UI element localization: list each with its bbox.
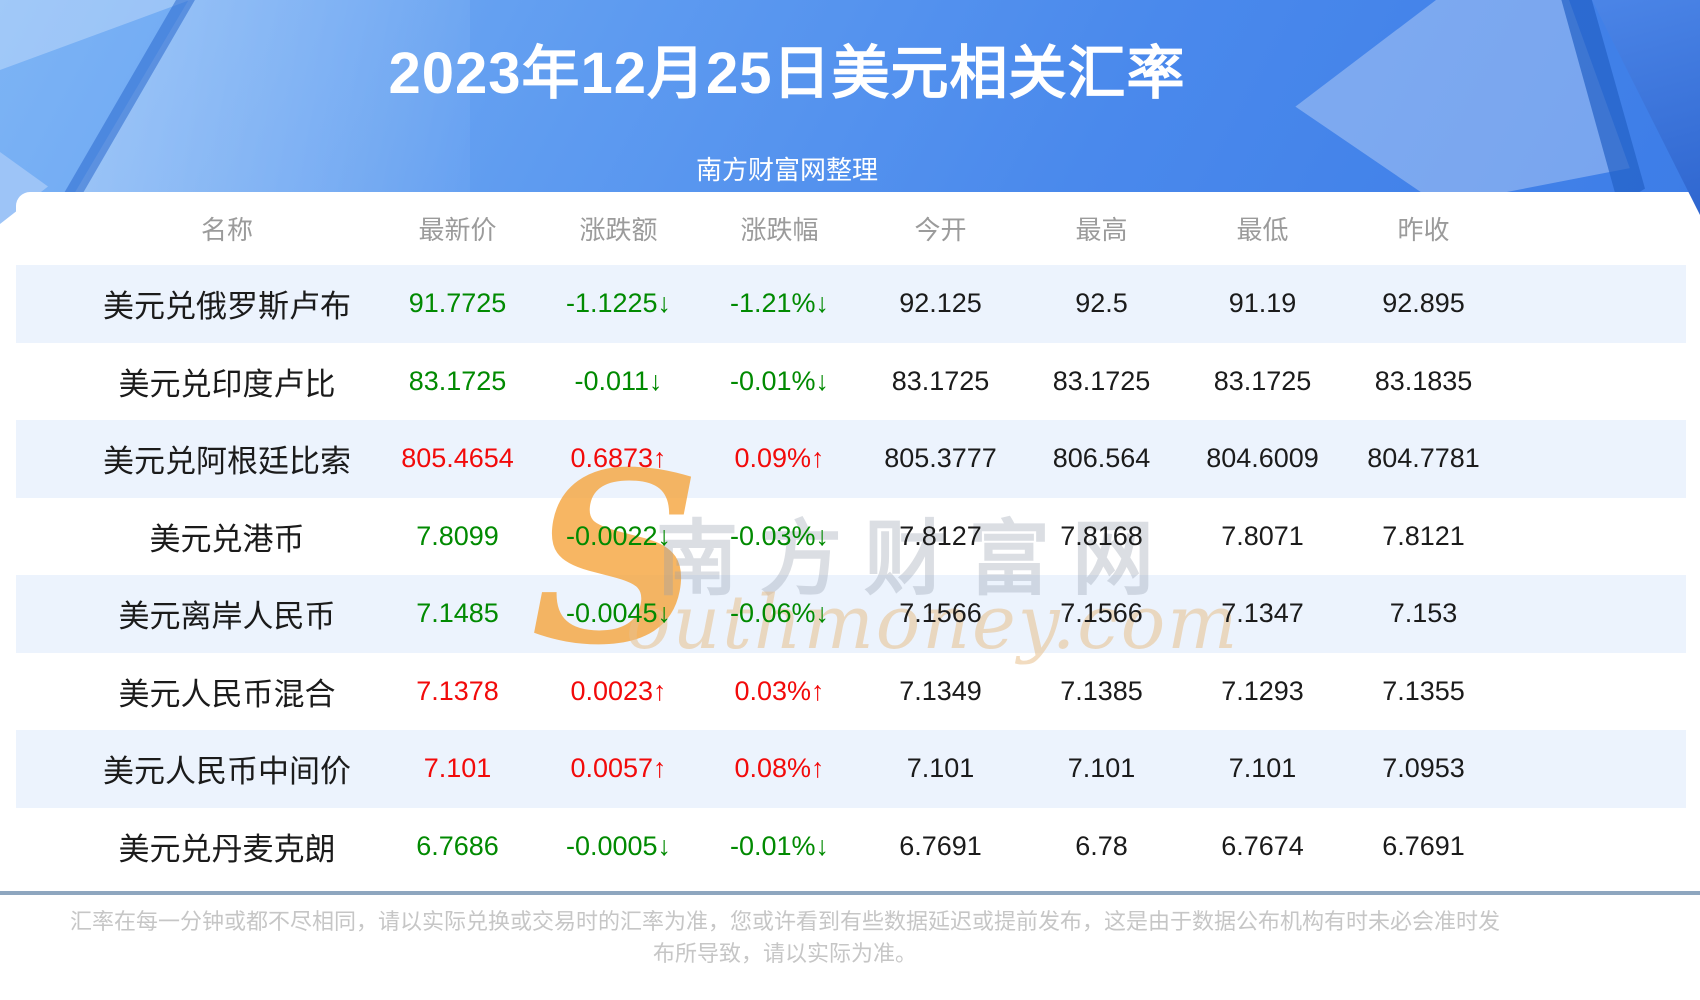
- row-low: 83.1725: [1213, 365, 1312, 396]
- column-header-change-percent: 涨跌幅: [740, 215, 819, 245]
- table-body: 美元兑俄罗斯卢布 91.7725 -1.1225↓ -1.21%↓ 92.125…: [16, 265, 1686, 885]
- row-last-price: 7.1485: [416, 598, 499, 629]
- row-change-percent: -1.21%↓: [729, 288, 830, 319]
- row-prev-close: 804.7781: [1367, 443, 1480, 474]
- row-change-percent: -0.01%↓: [729, 830, 830, 861]
- row-change-amount: 0.6873↑: [570, 443, 667, 474]
- row-change-percent: -0.03%↓: [729, 520, 830, 551]
- row-pair-name: 美元人民币混合: [118, 676, 336, 712]
- row-change-percent: 0.08%↑: [734, 753, 825, 784]
- footer: 汇率在每一分钟或都不尽相同，请以实际兑换或交易时的汇率为准，您或许看到有些数据延…: [0, 906, 1635, 970]
- row-change-percent: 0.09%↑: [734, 443, 825, 474]
- page-subtitle: 南方财富网整理: [695, 155, 878, 185]
- row-high: 7.1385: [1060, 675, 1143, 706]
- row-open: 83.1725: [891, 365, 990, 396]
- footer-disclaimer: 汇率在每一分钟或都不尽相同，请以实际兑换或交易时的汇率为准，您或许看到有些数据延…: [69, 909, 1500, 966]
- row-pair-name: 美元离岸人民币: [118, 599, 336, 635]
- row-open: 7.8127: [899, 520, 982, 551]
- row-low: 7.8071: [1221, 520, 1304, 551]
- row-change-amount: -0.0045↓: [565, 598, 672, 629]
- table-header-row: 名称 最新价 涨跌额 涨跌幅 今开 最高 最低 昨收: [16, 192, 1686, 265]
- rates-table-card: S 南方财富网 outhmoney.com 名称 最新价 涨跌额 涨跌幅 今开 …: [16, 192, 1686, 885]
- row-change-percent: -0.01%↓: [729, 365, 830, 396]
- row-last-price: 7.101: [423, 753, 492, 784]
- row-prev-close: 6.7691: [1382, 830, 1465, 861]
- row-low: 7.101: [1228, 753, 1297, 784]
- row-low: 804.6009: [1206, 443, 1319, 474]
- row-prev-close: 92.895: [1382, 288, 1465, 319]
- row-open: 7.101: [906, 753, 975, 784]
- row-last-price: 6.7686: [416, 830, 499, 861]
- row-high: 6.78: [1075, 830, 1128, 861]
- row-low: 7.1347: [1221, 598, 1304, 629]
- column-header-last-price: 最新价: [418, 215, 497, 245]
- column-header-change-amount: 涨跌额: [579, 215, 658, 245]
- table-row: 美元兑俄罗斯卢布 91.7725 -1.1225↓ -1.21%↓ 92.125…: [16, 265, 1686, 343]
- row-high: 7.101: [1067, 753, 1136, 784]
- row-high: 7.8168: [1060, 520, 1143, 551]
- row-change-amount: -0.0005↓: [565, 830, 672, 861]
- row-change-percent: -0.06%↓: [729, 598, 830, 629]
- row-last-price: 7.1378: [416, 675, 499, 706]
- row-open: 7.1566: [899, 598, 982, 629]
- row-high: 92.5: [1075, 288, 1128, 319]
- column-header-low: 最低: [1236, 215, 1289, 245]
- row-low: 7.1293: [1221, 675, 1304, 706]
- row-last-price: 7.8099: [416, 520, 499, 551]
- table-row: 美元兑港币 7.8099 -0.0022↓ -0.03%↓ 7.8127 7.8…: [16, 498, 1686, 576]
- table-row: 美元兑印度卢比 83.1725 -0.011↓ -0.01%↓ 83.1725 …: [16, 343, 1686, 421]
- row-change-amount: -0.011↓: [574, 365, 663, 396]
- table-row: 美元人民币中间价 7.101 0.0057↑ 0.08%↑ 7.101 7.10…: [16, 730, 1686, 808]
- row-open: 92.125: [899, 288, 982, 319]
- row-prev-close: 7.8121: [1382, 520, 1465, 551]
- column-header-prev-close: 昨收: [1397, 215, 1450, 245]
- row-open: 805.3777: [884, 443, 997, 474]
- column-header-high: 最高: [1075, 215, 1128, 245]
- row-prev-close: 7.1355: [1382, 675, 1465, 706]
- table-row: 美元人民币混合 7.1378 0.0023↑ 0.03%↑ 7.1349 7.1…: [16, 653, 1686, 731]
- row-low: 91.19: [1228, 288, 1297, 319]
- row-change-amount: 0.0023↑: [570, 675, 667, 706]
- row-pair-name: 美元兑港币: [149, 521, 305, 557]
- row-open: 7.1349: [899, 675, 982, 706]
- footer-divider: [0, 891, 1700, 895]
- table-row: 美元兑阿根廷比索 805.4654 0.6873↑ 0.09%↑ 805.377…: [16, 420, 1686, 498]
- row-pair-name: 美元兑丹麦克朗: [118, 831, 336, 867]
- column-header-open: 今开: [914, 215, 967, 245]
- row-high: 83.1725: [1052, 365, 1151, 396]
- row-change-amount: 0.0057↑: [570, 753, 667, 784]
- row-change-amount: -0.0022↓: [565, 520, 672, 551]
- table-row: 美元离岸人民币 7.1485 -0.0045↓ -0.06%↓ 7.1566 7…: [16, 575, 1686, 653]
- page-title: 2023年12月25日美元相关汇率: [388, 41, 1186, 106]
- row-pair-name: 美元兑阿根廷比索: [103, 444, 351, 480]
- row-open: 6.7691: [899, 830, 982, 861]
- row-change-amount: -1.1225↓: [565, 288, 672, 319]
- row-prev-close: 7.0953: [1382, 753, 1465, 784]
- row-last-price: 805.4654: [401, 443, 514, 474]
- row-high: 806.564: [1052, 443, 1151, 474]
- row-pair-name: 美元兑印度卢比: [118, 366, 336, 402]
- row-prev-close: 7.153: [1389, 598, 1458, 629]
- row-prev-close: 83.1835: [1374, 365, 1473, 396]
- column-header-name: 名称: [200, 215, 253, 245]
- row-last-price: 91.7725: [408, 288, 507, 319]
- row-low: 6.7674: [1221, 830, 1304, 861]
- table-row: 美元兑丹麦克朗 6.7686 -0.0005↓ -0.01%↓ 6.7691 6…: [16, 808, 1686, 886]
- row-last-price: 83.1725: [408, 365, 507, 396]
- row-pair-name: 美元兑俄罗斯卢布: [103, 289, 351, 325]
- row-high: 7.1566: [1060, 598, 1143, 629]
- row-pair-name: 美元人民币中间价: [103, 754, 351, 790]
- row-change-percent: 0.03%↑: [734, 675, 825, 706]
- banner: 2023年12月25日美元相关汇率 南方财富网整理: [0, 0, 1700, 192]
